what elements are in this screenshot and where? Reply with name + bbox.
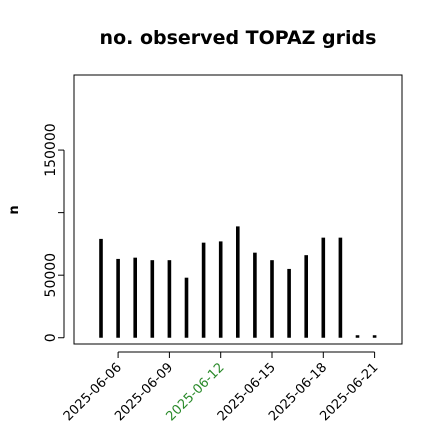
- plot-frame: [73, 74, 403, 345]
- x-axis: 2025-06-062025-06-092025-06-122025-06-15…: [61, 351, 381, 424]
- chart-title: no. observed TOPAZ grids: [100, 27, 377, 49]
- y-tick-label: 150000: [43, 123, 59, 176]
- bar-2025-06-11: [201, 242, 206, 338]
- bar-2025-06-20: [355, 335, 360, 338]
- bar-2025-06-08: [150, 260, 155, 338]
- bar-2025-06-12: [218, 241, 223, 338]
- bar-2025-06-17: [304, 255, 308, 338]
- bar-2025-06-18: [321, 237, 326, 338]
- bar-2025-06-15: [270, 260, 274, 338]
- bar-2025-06-10: [184, 277, 189, 338]
- bar-2025-06-09: [167, 260, 172, 338]
- y-tick-label: 50000: [43, 253, 59, 298]
- bar-2025-06-21: [372, 335, 377, 338]
- bar-2025-06-19: [338, 237, 343, 338]
- y-axis-label: n: [7, 205, 22, 214]
- bar-2025-06-16: [287, 268, 291, 338]
- bar-2025-06-13: [236, 226, 240, 338]
- bar-2025-06-07: [133, 257, 137, 338]
- y-axis: 0 50000 150000: [43, 123, 65, 342]
- bar-2025-06-14: [253, 252, 257, 338]
- y-tick-label: 0: [43, 333, 59, 342]
- bar-2025-06-05: [99, 238, 103, 338]
- bars: [99, 226, 377, 338]
- bar-2025-06-06: [116, 258, 120, 338]
